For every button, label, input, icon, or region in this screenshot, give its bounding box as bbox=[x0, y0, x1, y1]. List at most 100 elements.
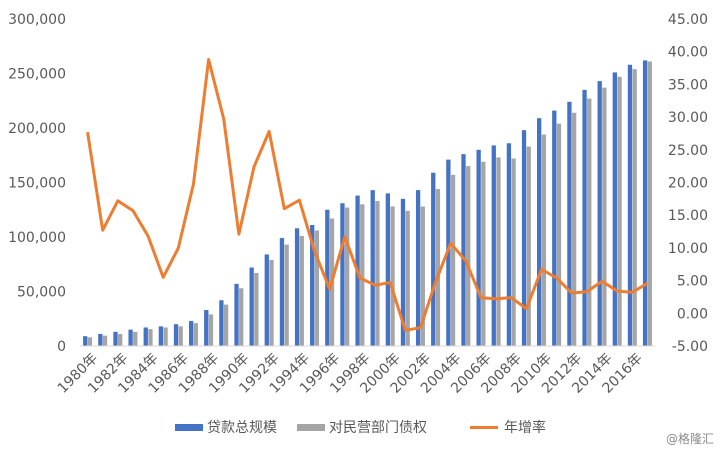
bar-private-claims-23 bbox=[435, 189, 441, 346]
y-right-tick-label: 20.00 bbox=[668, 176, 708, 192]
y-left-tick-label: 150,000 bbox=[8, 176, 66, 192]
bar-total-loans-30 bbox=[537, 118, 542, 346]
bar-private-claims-33 bbox=[587, 98, 592, 346]
bar-total-loans-1 bbox=[98, 334, 103, 346]
bar-private-claims-14 bbox=[299, 235, 304, 346]
bar-private-claims-17 bbox=[345, 207, 350, 346]
bar-private-claims-1 bbox=[102, 335, 108, 346]
y-right-tick-label: 25.00 bbox=[668, 143, 708, 159]
bar-total-loans-12 bbox=[264, 254, 269, 346]
bar-private-claims-0 bbox=[87, 337, 93, 346]
y-left-tick-label: 50,000 bbox=[17, 285, 66, 301]
bar-private-claims-26 bbox=[481, 161, 486, 346]
y-left-tick-label: 0 bbox=[57, 339, 66, 355]
bar-total-loans-0 bbox=[83, 336, 88, 346]
bar-private-claims-20 bbox=[390, 206, 395, 346]
legend: 贷款总规模 对民营部门债权 年增率 bbox=[175, 419, 546, 436]
bar-private-claims-8 bbox=[208, 314, 214, 346]
bar-private-claims-24 bbox=[450, 174, 456, 346]
bar-private-claims-31 bbox=[556, 123, 562, 346]
bar-private-claims-22 bbox=[420, 206, 425, 346]
bar-private-claims-21 bbox=[405, 210, 410, 346]
bar-private-claims-9 bbox=[223, 304, 229, 346]
bar-private-claims-3 bbox=[133, 331, 138, 346]
legend-swatch-total-loans bbox=[175, 424, 203, 431]
bar-total-loans-17 bbox=[340, 203, 345, 346]
bar-total-loans-29 bbox=[521, 130, 527, 346]
y-right-tick-label: 40.00 bbox=[668, 45, 708, 61]
y-right-tick-label: 15.00 bbox=[668, 208, 708, 224]
bar-total-loans-23 bbox=[431, 172, 436, 346]
bar-private-claims-29 bbox=[526, 146, 531, 346]
y-right-tick-label: 0.00 bbox=[677, 306, 708, 322]
bar-total-loans-37 bbox=[642, 60, 648, 347]
bar-total-loans-35 bbox=[612, 72, 617, 346]
bar-private-claims-36 bbox=[632, 69, 637, 346]
y-left-tick-label: 100,000 bbox=[8, 230, 66, 246]
legend-label-growth-rate: 年增率 bbox=[504, 419, 546, 436]
legend-swatch-private-claims bbox=[297, 424, 325, 431]
bar-private-claims-27 bbox=[496, 157, 501, 346]
bar-total-loans-4 bbox=[143, 327, 148, 346]
bar-total-loans-27 bbox=[491, 145, 496, 346]
bar-private-claims-35 bbox=[617, 76, 622, 347]
bar-total-loans-6 bbox=[173, 324, 179, 346]
bar-total-loans-31 bbox=[552, 110, 557, 346]
bar-private-claims-30 bbox=[541, 134, 547, 346]
bar-total-loans-19 bbox=[370, 190, 375, 346]
bar-private-claims-28 bbox=[511, 158, 516, 346]
bar-total-loans-7 bbox=[188, 320, 194, 346]
bar-total-loans-22 bbox=[415, 190, 421, 346]
bar-total-loans-26 bbox=[476, 149, 481, 346]
y-left-tick-label: 200,000 bbox=[8, 121, 66, 137]
bar-total-loans-13 bbox=[279, 238, 285, 346]
bar-total-loans-36 bbox=[627, 64, 633, 346]
bar-total-loans-16 bbox=[325, 209, 330, 346]
bar-private-claims-7 bbox=[193, 323, 198, 346]
bar-private-claims-4 bbox=[148, 329, 153, 346]
bar-total-loans-34 bbox=[597, 81, 602, 346]
y-right-tick-label: 45.00 bbox=[668, 12, 708, 28]
legend-label-private-claims: 对民营部门债权 bbox=[329, 420, 427, 436]
bar-total-loans-8 bbox=[204, 310, 209, 346]
bar-total-loans-5 bbox=[158, 326, 164, 346]
bar-private-claims-10 bbox=[239, 288, 244, 346]
bar-private-claims-25 bbox=[466, 166, 471, 346]
bar-total-loans-21 bbox=[400, 198, 406, 346]
y-right-axis: -5.00 0.00 5.00 10.00 15.00 20.00 25.00 30.00 35… bbox=[668, 12, 708, 355]
bar-total-loans-32 bbox=[567, 101, 572, 346]
bar-private-claims-11 bbox=[254, 272, 259, 346]
y-left-axis: 0 50,000 100,000 150,000 200,000 250,000 300,0… bbox=[8, 12, 66, 355]
bar-total-loans-14 bbox=[294, 228, 300, 346]
bar-private-claims-2 bbox=[118, 334, 123, 346]
bar-total-loans-20 bbox=[385, 193, 390, 346]
y-right-tick-label: -5.00 bbox=[672, 339, 708, 355]
bar-total-loans-15 bbox=[310, 225, 315, 346]
bar-total-loans-28 bbox=[506, 143, 512, 346]
bar-total-loans-10 bbox=[234, 283, 239, 346]
y-left-tick-label: 250,000 bbox=[8, 67, 66, 83]
bar-layer bbox=[83, 60, 652, 347]
bar-private-claims-6 bbox=[178, 326, 183, 346]
y-right-tick-label: 30.00 bbox=[668, 110, 708, 126]
bar-private-claims-19 bbox=[375, 201, 380, 346]
bar-private-claims-34 bbox=[602, 87, 607, 347]
legend-label-total-loans: 贷款总规模 bbox=[207, 420, 277, 436]
bar-total-loans-11 bbox=[249, 267, 254, 346]
series-line-growth-rate bbox=[86, 58, 649, 332]
x-axis: 1980年1982年1984年1986年1988年1990年1992年1994年… bbox=[55, 350, 646, 396]
watermark: @格隆汇 bbox=[666, 431, 714, 446]
bar-private-claims-12 bbox=[269, 259, 274, 346]
y-right-tick-label: 5.00 bbox=[677, 274, 708, 290]
bar-total-loans-33 bbox=[582, 89, 587, 346]
bar-total-loans-2 bbox=[113, 331, 118, 346]
bar-total-loans-25 bbox=[461, 154, 466, 346]
y-left-tick-label: 300,000 bbox=[8, 12, 66, 28]
bar-private-claims-32 bbox=[571, 112, 577, 347]
bar-total-loans-3 bbox=[128, 329, 133, 346]
y-right-tick-label: 35.00 bbox=[668, 77, 708, 93]
bar-private-claims-15 bbox=[314, 230, 320, 346]
bar-private-claims-13 bbox=[284, 244, 289, 346]
bar-total-loans-9 bbox=[219, 300, 224, 346]
